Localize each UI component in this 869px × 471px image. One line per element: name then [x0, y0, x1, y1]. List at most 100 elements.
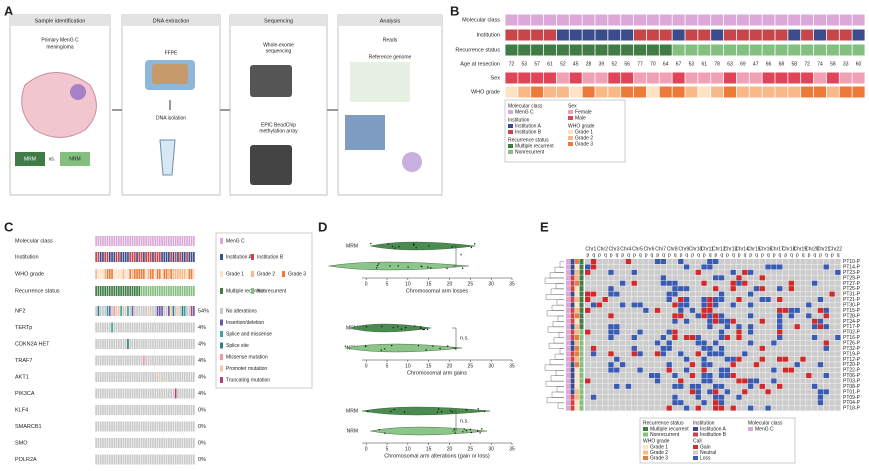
cnv-cell: [602, 275, 608, 281]
cnv-cell: [643, 362, 649, 368]
cnv-cell: [654, 356, 661, 362]
cnv-cell: [782, 345, 789, 351]
cnv-cell: [713, 329, 719, 335]
annotation-cell: [566, 297, 570, 303]
cnv-cell: [753, 275, 760, 281]
cnv-cell: [777, 378, 783, 384]
legend-swatch: [251, 271, 254, 277]
cnv-cell: [759, 378, 765, 384]
cnv-cell: [660, 383, 667, 389]
cell: [154, 286, 157, 296]
legend-item: Loss: [700, 455, 711, 461]
mutation-cell: [168, 421, 170, 432]
cnv-cell: [823, 286, 829, 292]
cnv-cell: [718, 362, 725, 368]
cnv-cell: [835, 340, 841, 346]
cell: [165, 252, 168, 262]
cnv-cell: [625, 373, 632, 379]
annotation-cell: [570, 264, 575, 270]
cell: [138, 252, 141, 262]
cnv-cell: [713, 307, 719, 313]
cnv-cell: [707, 280, 713, 286]
age: 72: [804, 61, 810, 67]
cnv-cell: [800, 405, 806, 411]
cnv-cell: [654, 373, 661, 379]
cnv-cell: [713, 356, 719, 362]
cell: [172, 236, 175, 246]
cnv-cell: [701, 313, 707, 319]
cell: [118, 236, 120, 246]
cnv-cell: [794, 302, 800, 308]
cell: [181, 236, 184, 246]
cell: [158, 269, 161, 279]
arm: q: [651, 252, 654, 258]
cnv-cell: [759, 362, 765, 368]
cnv-cell: [742, 269, 748, 275]
cnv-cell: [800, 291, 806, 297]
point: [413, 243, 415, 245]
mutation-cell: [174, 339, 177, 349]
annotation-cell: [570, 297, 575, 303]
cnv-cell: [643, 400, 649, 406]
cnv-cell: [619, 389, 626, 395]
mutation-cell: [127, 388, 129, 399]
legend-swatch: [251, 288, 254, 294]
mutation-cell: [140, 405, 143, 415]
cell: [106, 269, 109, 279]
arm: p: [831, 252, 834, 258]
cnv-cell: [713, 400, 719, 406]
legend-item: MenG C: [226, 238, 245, 244]
cell: [124, 286, 127, 296]
annotation-cell: [575, 405, 579, 411]
mutation-cell: [124, 388, 127, 399]
cnv-cell: [672, 405, 678, 411]
cnv-cell: [811, 335, 818, 341]
cnv-cell: [683, 291, 690, 297]
x-tick-label: 20: [447, 363, 453, 369]
annotation-cell: [575, 307, 579, 313]
mutation-cell: [147, 405, 150, 415]
cnv-cell: [701, 324, 707, 330]
mutation-cell: [156, 306, 159, 316]
sample-id: PT01-P: [843, 389, 861, 395]
cnv-cell: [800, 286, 806, 292]
cnv-cell: [649, 383, 655, 389]
cnv-cell: [590, 291, 597, 297]
cnv-cell: [742, 351, 748, 357]
cnv-cell: [614, 394, 620, 400]
x-tick-label: 10: [405, 281, 411, 287]
cnv-cell: [835, 389, 841, 395]
cnv-cell: [823, 351, 829, 357]
legend-item: Grade 1: [226, 271, 244, 277]
cell: [672, 72, 685, 84]
cell: [775, 86, 788, 98]
cell: [762, 86, 775, 98]
cell: [736, 72, 749, 84]
cnv-cell: [823, 340, 829, 346]
mutation-cell: [143, 322, 145, 333]
cnv-cell: [800, 297, 806, 303]
mutation-cell: [111, 388, 113, 399]
cnv-cell: [701, 269, 707, 275]
cnv-cell: [782, 373, 789, 379]
cnv-cell: [736, 280, 742, 286]
mutation-cell: [161, 322, 163, 333]
x-tick-label: 35: [509, 446, 515, 452]
cnv-cell: [806, 394, 812, 400]
cnv-cell: [631, 367, 637, 373]
annotation-cell: [575, 394, 579, 400]
cell: [129, 252, 132, 262]
cnv-cell: [666, 259, 672, 265]
cell: [145, 236, 147, 246]
cell: [659, 44, 672, 56]
mutation-cell: [140, 372, 143, 382]
cnv-cell: [736, 389, 742, 395]
cnv-cell: [695, 318, 701, 324]
cnv-cell: [689, 286, 696, 292]
cnv-cell: [683, 302, 690, 308]
cell: [181, 269, 184, 279]
cnv-cell: [742, 340, 748, 346]
legend-box: [504, 99, 626, 163]
cnv-cell: [590, 367, 597, 373]
cnv-cell: [771, 297, 777, 303]
